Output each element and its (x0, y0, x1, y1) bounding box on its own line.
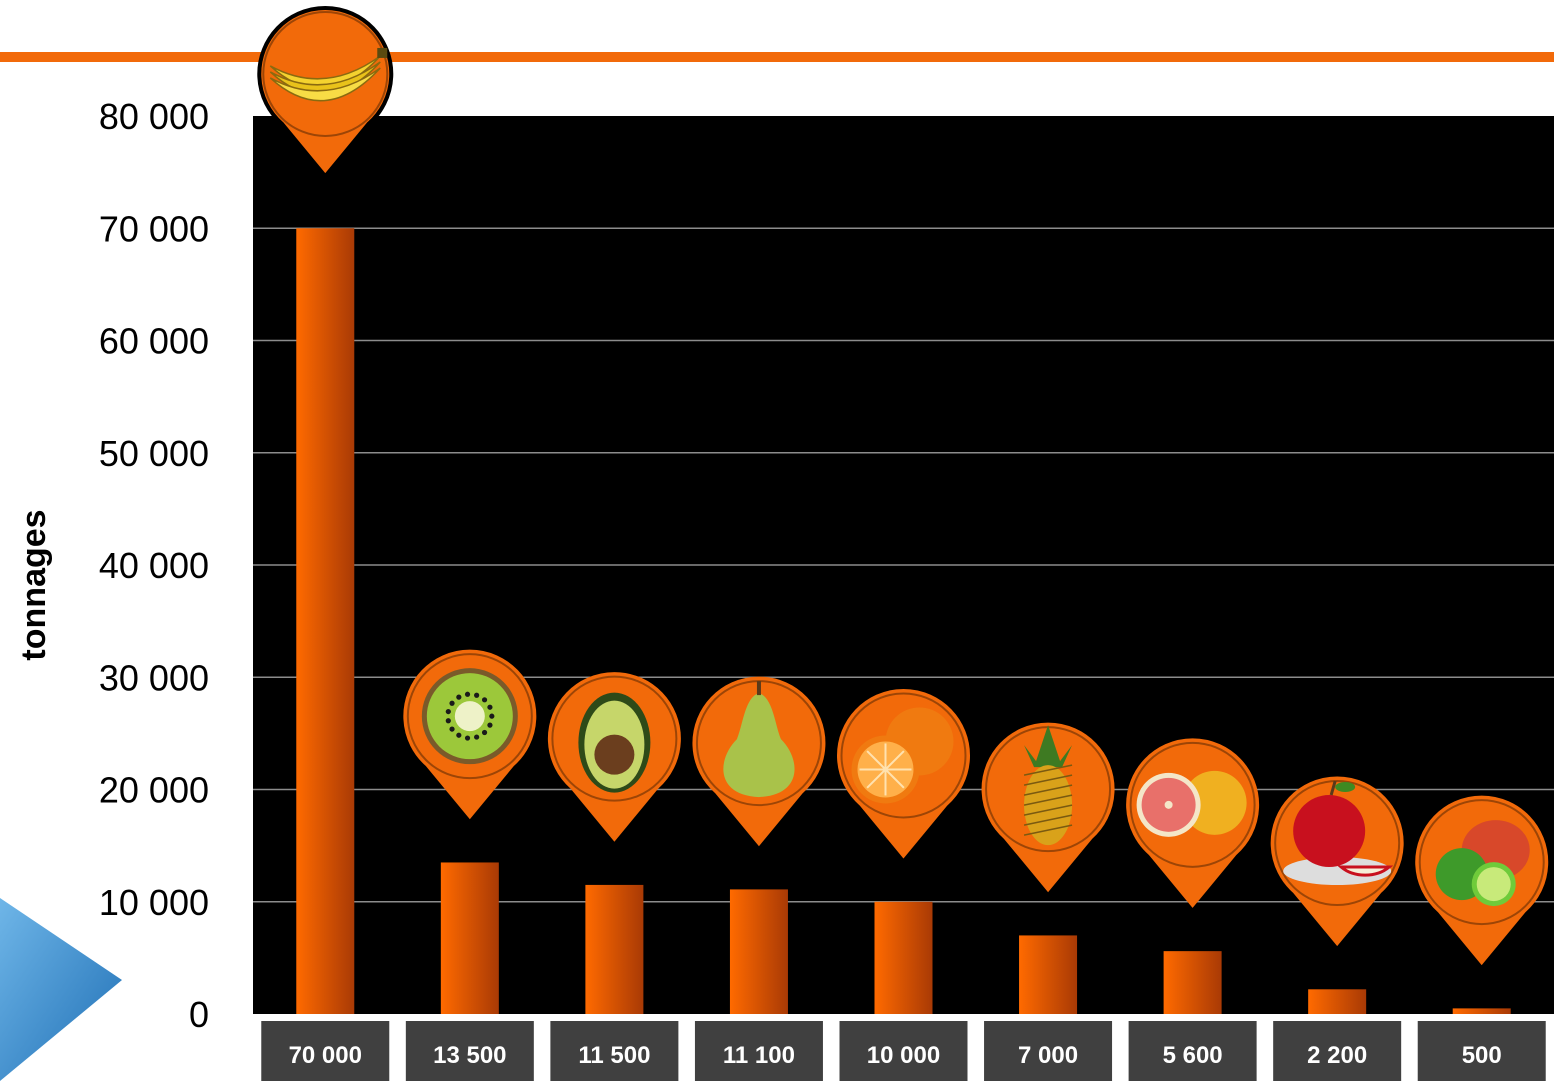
value-label: 13 500 (433, 1042, 506, 1069)
y-tick-label: 70 000 (99, 208, 209, 249)
bar (1308, 989, 1367, 1014)
value-label: 5 600 (1163, 1042, 1223, 1069)
bar (296, 228, 355, 1014)
decorative-triangle (0, 898, 122, 1081)
value-label-box (1128, 1021, 1257, 1081)
bars (296, 228, 1511, 1014)
y-tick-label: 20 000 (99, 770, 209, 811)
y-axis-ticks: 0 10 000 20 000 30 000 40 000 50 000 60 000 70 … (99, 96, 209, 1035)
value-label-box (550, 1021, 679, 1081)
bar (1019, 935, 1078, 1014)
y-tick-label: 60 000 (99, 321, 209, 362)
value-label-box (1273, 1021, 1402, 1081)
fruit-pin-marker (692, 676, 826, 847)
bar (1452, 1008, 1511, 1014)
value-label-box (694, 1021, 823, 1081)
bar (440, 862, 499, 1014)
fruit-pin-marker (1270, 776, 1404, 947)
value-label-box (1417, 1021, 1546, 1081)
value-label-box (261, 1021, 390, 1081)
fruit-pin-marker (837, 688, 970, 859)
y-tick-label: 40 000 (99, 545, 209, 586)
apple-icon (1283, 780, 1394, 886)
kiwi-icon (421, 668, 518, 765)
fruit-pin-marker (403, 649, 537, 820)
value-label: 2 200 (1307, 1042, 1367, 1069)
y-tick-label: 10 000 (99, 882, 209, 923)
fruit-pin-marker (547, 672, 681, 842)
grapefruit-icon (1136, 770, 1247, 837)
pear-icon (723, 681, 795, 798)
fruit-pin-marker (257, 5, 394, 180)
fruit-pin-marker (1415, 795, 1549, 966)
value-labels: 70 000 13 500 11 500 11 100 10 000 7 000 5 600… (261, 1021, 1546, 1081)
value-label: 10 000 (867, 1042, 940, 1069)
bar (585, 884, 644, 1014)
bar (874, 901, 933, 1014)
fruit-markers (257, 5, 1549, 966)
fruit-pin-marker (1126, 738, 1260, 908)
header-accent-line (0, 52, 1554, 62)
avocado-icon (578, 692, 651, 793)
orange-icon (851, 707, 954, 804)
value-label: 500 (1462, 1042, 1502, 1069)
y-tick-label: 50 000 (99, 433, 209, 474)
value-label: 11 500 (578, 1042, 650, 1069)
banana-icon (269, 47, 388, 102)
fruit-pin-marker (981, 722, 1115, 893)
bar (729, 889, 788, 1014)
bar (1163, 951, 1222, 1014)
y-axis-title: tonnages (15, 509, 53, 660)
value-label-box (984, 1021, 1113, 1081)
value-label: 7 000 (1018, 1042, 1078, 1069)
value-label: 11 100 (723, 1042, 795, 1069)
y-tick-label: 80 000 (99, 96, 209, 137)
value-label-box (405, 1021, 534, 1081)
value-label-box (839, 1021, 968, 1081)
y-tick-label: 30 000 (99, 657, 209, 698)
value-label: 70 000 (289, 1042, 362, 1069)
lime-mango-icon (1435, 820, 1530, 907)
pineapple-icon (1023, 725, 1073, 846)
y-tick-label: 0 (189, 994, 209, 1035)
